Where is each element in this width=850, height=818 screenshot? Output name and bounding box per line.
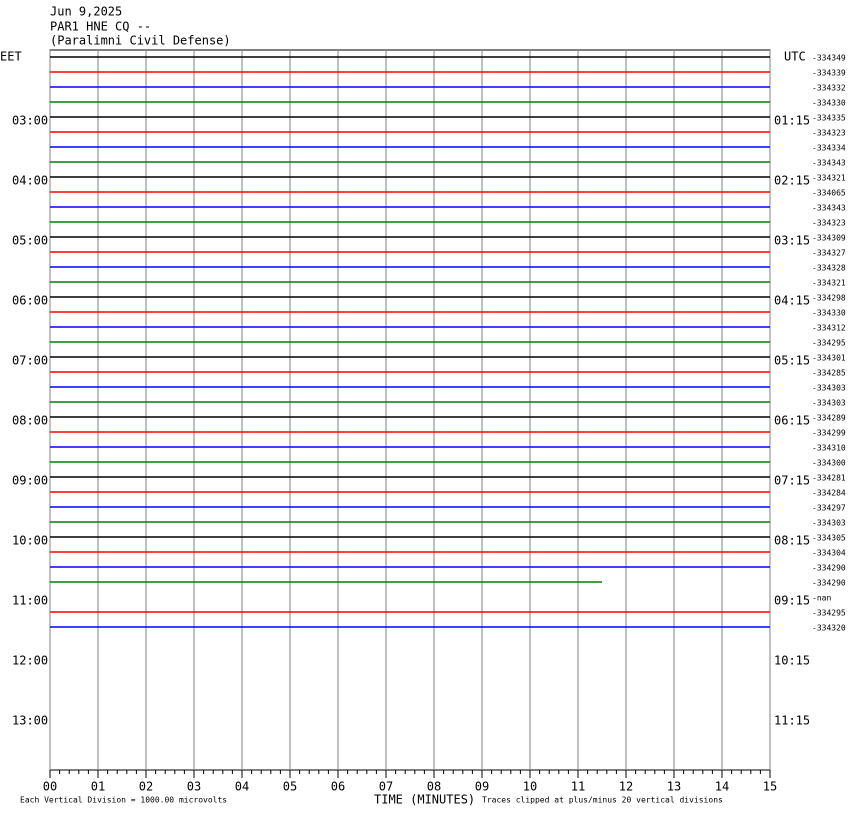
right-zone: UTC (784, 50, 806, 64)
offset-label: -334339 (812, 69, 846, 78)
offset-label: -334285 (812, 369, 846, 378)
offset-label: -334330 (812, 309, 846, 318)
left-time-label: 11:00 (12, 594, 48, 608)
offset-label: -334343 (812, 204, 846, 213)
left-time-label: 12:00 (12, 654, 48, 668)
offset-label: -334305 (812, 534, 846, 543)
offset-label: -334312 (812, 324, 846, 333)
offset-label: -334289 (812, 414, 846, 423)
offset-label: -334290 (812, 579, 846, 588)
offset-label: -334321 (812, 174, 846, 183)
offset-label: -334320 (812, 624, 846, 633)
x-tick-label: 15 (763, 780, 777, 794)
right-time-label: 11:15 (774, 714, 810, 728)
offset-label: -nan (812, 594, 831, 603)
left-time-label: 06:00 (12, 294, 48, 308)
offset-label: -334295 (812, 339, 846, 348)
offset-label: -334284 (812, 489, 846, 498)
offset-label: -334301 (812, 354, 846, 363)
x-tick-label: 08 (427, 780, 441, 794)
right-time-label: 01:15 (774, 114, 810, 128)
left-time-label: 05:00 (12, 234, 48, 248)
title-line: Jun 9,2025 (50, 5, 122, 19)
x-tick-label: 01 (91, 780, 105, 794)
x-tick-label: 12 (619, 780, 633, 794)
right-time-label: 04:15 (774, 294, 810, 308)
offset-label: -334303 (812, 384, 846, 393)
right-time-label: 08:15 (774, 534, 810, 548)
right-time-label: 06:15 (774, 414, 810, 428)
offset-label: -334298 (812, 294, 846, 303)
x-tick-label: 14 (715, 780, 729, 794)
left-time-label: 08:00 (12, 414, 48, 428)
x-tick-label: 00 (43, 780, 57, 794)
offset-label: -334349 (812, 54, 846, 63)
left-time-label: 13:00 (12, 714, 48, 728)
left-time-label: 10:00 (12, 534, 48, 548)
x-tick-label: 10 (523, 780, 537, 794)
x-tick-label: 03 (187, 780, 201, 794)
offset-label: -334303 (812, 399, 846, 408)
offset-label: -334327 (812, 249, 846, 258)
plot-frame (49, 49, 771, 771)
offset-label: -334332 (812, 84, 846, 93)
x-tick-label: 02 (139, 780, 153, 794)
offset-label: -334300 (812, 459, 846, 468)
right-time-label: 02:15 (774, 174, 810, 188)
offset-label: -334304 (812, 549, 846, 558)
left-time-label: 04:00 (12, 174, 48, 188)
left-time-label: 07:00 (12, 354, 48, 368)
offset-label: -334309 (812, 234, 846, 243)
offset-label: -334343 (812, 159, 846, 168)
offset-label: -334297 (812, 504, 846, 513)
right-time-label: 03:15 (774, 234, 810, 248)
x-axis-label: TIME (MINUTES) (374, 793, 475, 807)
title-line: (Paralimni Civil Defense) (50, 34, 231, 48)
offset-label: -334323 (812, 129, 846, 138)
right-time-label: 05:15 (774, 354, 810, 368)
offset-label: -334321 (812, 279, 846, 288)
right-time-label: 09:15 (774, 594, 810, 608)
offset-label: -334310 (812, 444, 846, 453)
offset-label: -334323 (812, 219, 846, 228)
offset-label: -334328 (812, 264, 846, 273)
clip-note: Traces clipped at plus/minus 20 vertical… (482, 796, 723, 805)
offset-label: -334281 (812, 474, 846, 483)
x-tick-label: 06 (331, 780, 345, 794)
x-tick-label: 13 (667, 780, 681, 794)
x-tick-label: 05 (283, 780, 297, 794)
right-time-label: 07:15 (774, 474, 810, 488)
x-tick-label: 09 (475, 780, 489, 794)
left-zone: EET (0, 50, 22, 64)
offset-label: -334335 (812, 114, 846, 123)
left-time-label: 03:00 (12, 114, 48, 128)
offset-label: -334299 (812, 429, 846, 438)
offset-label: -334290 (812, 564, 846, 573)
x-tick-label: 04 (235, 780, 249, 794)
offset-label: -334295 (812, 609, 846, 618)
offset-label: -334303 (812, 519, 846, 528)
offset-label: -334334 (812, 144, 846, 153)
title-line: PAR1 HNE CQ -- (50, 20, 151, 34)
offset-label: -334065 (812, 189, 846, 198)
right-time-label: 10:15 (774, 654, 810, 668)
x-tick-label: 11 (571, 780, 585, 794)
offset-label: -334330 (812, 99, 846, 108)
x-tick-label: 07 (379, 780, 393, 794)
scale-note: Each Vertical Division = 1000.00 microvo… (20, 796, 227, 805)
left-time-label: 09:00 (12, 474, 48, 488)
